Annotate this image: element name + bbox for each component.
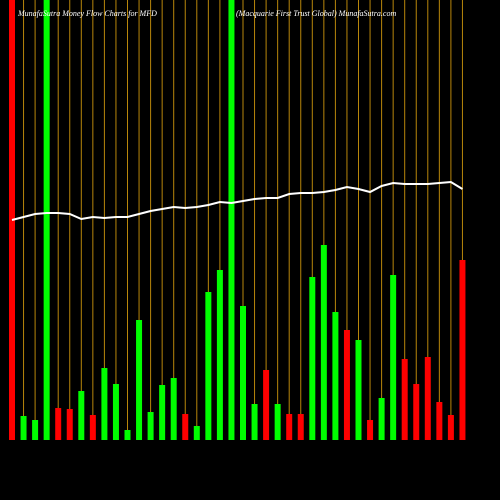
bar bbox=[309, 277, 316, 440]
bar bbox=[390, 275, 397, 440]
chart-subtitle: (Macquarie First Trust Global) MunafaSut… bbox=[236, 9, 396, 18]
bar bbox=[78, 391, 85, 440]
bar bbox=[447, 415, 454, 440]
bar bbox=[459, 260, 466, 440]
bar bbox=[297, 414, 304, 440]
bar bbox=[147, 412, 154, 440]
bar bbox=[89, 415, 96, 440]
bar bbox=[182, 414, 189, 440]
bar bbox=[216, 270, 223, 440]
bar bbox=[401, 359, 408, 440]
bar bbox=[32, 420, 39, 440]
bar bbox=[170, 378, 177, 440]
bar bbox=[436, 402, 443, 440]
bar bbox=[343, 330, 350, 440]
bar bbox=[124, 430, 131, 440]
bar bbox=[136, 320, 143, 440]
bar bbox=[332, 312, 339, 440]
bar bbox=[286, 414, 293, 440]
bar bbox=[66, 409, 73, 440]
bar bbox=[205, 292, 212, 440]
bar bbox=[320, 245, 327, 440]
bar bbox=[251, 404, 258, 440]
bar bbox=[43, 0, 50, 440]
bar bbox=[55, 408, 62, 440]
bar bbox=[367, 420, 374, 440]
chart-title: MunafaSutra Money Flow Charts for MFD bbox=[17, 9, 157, 18]
bar bbox=[101, 368, 108, 440]
bar bbox=[378, 398, 385, 440]
bar bbox=[263, 370, 270, 440]
bar bbox=[274, 404, 281, 440]
bar bbox=[20, 416, 27, 440]
bar bbox=[424, 357, 431, 440]
price-line bbox=[11, 180, 463, 221]
bar bbox=[413, 384, 420, 440]
bar bbox=[193, 426, 200, 440]
bar bbox=[112, 384, 119, 440]
bar bbox=[355, 340, 362, 440]
bar bbox=[240, 306, 246, 440]
bar bbox=[159, 385, 166, 440]
bar bbox=[228, 0, 235, 440]
